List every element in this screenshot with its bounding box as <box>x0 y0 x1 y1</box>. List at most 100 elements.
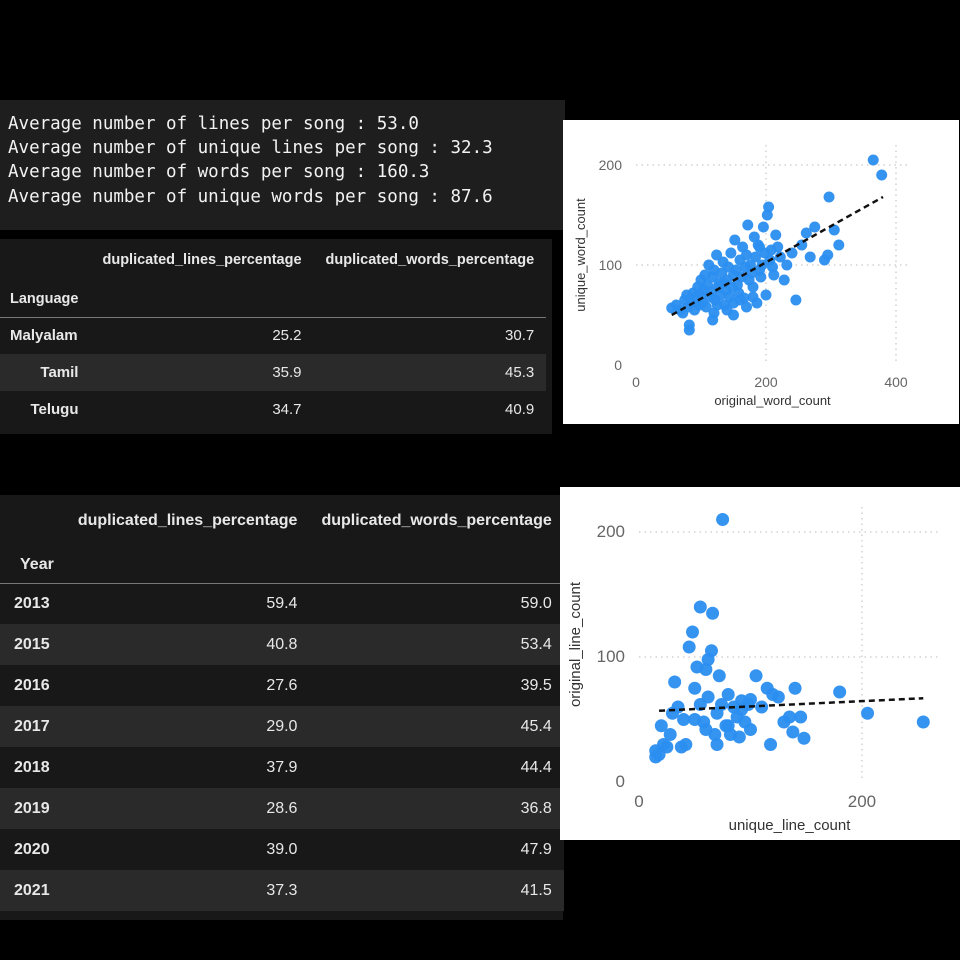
data-point <box>760 289 772 301</box>
data-point <box>686 625 700 639</box>
data-point <box>677 713 691 726</box>
cell-words: 41.5 <box>520 881 552 899</box>
stat-line-unique-lines: Average number of unique lines per song … <box>8 138 493 158</box>
language-table: duplicated_lines_percentage duplicated_w… <box>0 239 547 428</box>
cell-words: 45.4 <box>520 717 552 735</box>
cell-words: 47.9 <box>520 840 552 858</box>
data-point <box>741 249 752 261</box>
data-point <box>728 309 739 321</box>
cell-words: 30.7 <box>505 327 535 345</box>
cell-words: 53.4 <box>520 635 552 653</box>
data-point <box>660 740 674 754</box>
data-point <box>732 730 746 744</box>
row-label: Tamil <box>40 364 79 381</box>
index-header: Year <box>20 555 54 573</box>
data-point <box>700 301 712 313</box>
data-point <box>683 324 695 336</box>
data-point <box>833 239 845 251</box>
trend-line <box>671 195 884 317</box>
data-point <box>822 249 834 261</box>
data-point <box>804 251 816 263</box>
data-point <box>876 169 888 181</box>
row-label: 2016 <box>14 676 50 694</box>
header-blank-1 <box>90 281 313 317</box>
data-point <box>721 719 735 733</box>
x-axis-label: original_word_count <box>714 393 831 408</box>
cell-lines: 28.6 <box>266 799 298 817</box>
trend-line <box>659 697 924 712</box>
table-row: Telugu 34.7 40.9 <box>0 391 547 428</box>
data-point <box>682 640 696 654</box>
cell-lines: 25.2 <box>272 327 302 345</box>
header-empty <box>0 239 90 281</box>
data-point <box>774 251 786 263</box>
y-axis-label: unique_word_count <box>573 198 588 312</box>
data-point <box>823 191 835 203</box>
cell-lines: 37.3 <box>266 881 298 899</box>
cell-words: 45.3 <box>505 364 535 381</box>
data-point <box>770 229 782 241</box>
table-row: 2015 40.8 53.4 <box>0 624 564 665</box>
data-point <box>711 299 723 311</box>
data-point <box>725 247 737 259</box>
header-blank-2 <box>309 547 563 583</box>
cell-lines: 34.7 <box>272 401 302 418</box>
scatter-plot-svg: 0 100 200 0 200 unique_line_count original_lin… <box>567 507 940 834</box>
data-point <box>833 685 847 699</box>
stats-output: Average number of lines per song : 53.0 … <box>0 100 565 230</box>
cell-lines: 27.6 <box>266 676 298 694</box>
table-row: 2013 59.4 59.0 <box>0 583 564 624</box>
cell-lines: 37.9 <box>266 758 298 776</box>
language-table-panel: duplicated_lines_percentage duplicated_w… <box>0 239 552 434</box>
table-row: 2021 37.3 41.5 <box>0 870 564 911</box>
y-tick-label: 100 <box>597 647 625 666</box>
cell-words: 36.8 <box>520 799 552 817</box>
col-header-words: duplicated_words_percentage <box>321 512 552 529</box>
table-row: 2017 29.0 45.4 <box>0 706 564 747</box>
y-axis-label: original_line_count <box>567 581 584 707</box>
data-point <box>710 738 724 751</box>
data-point <box>743 693 757 706</box>
scatter-chart-line-count: 0 100 200 0 200 unique_line_count original_lin… <box>560 487 960 840</box>
data-point <box>747 281 759 293</box>
col-header-lines: duplicated_lines_percentage <box>102 252 302 268</box>
y-tick-label: 200 <box>597 522 625 541</box>
data-point <box>735 703 749 716</box>
cell-lines: 40.8 <box>266 635 298 653</box>
data-point <box>754 241 765 253</box>
data-point <box>788 681 802 695</box>
cell-lines: 39.0 <box>266 840 298 858</box>
x-tick-label: 200 <box>754 374 778 390</box>
data-point <box>764 738 778 751</box>
data-point <box>757 221 769 233</box>
row-label: 2019 <box>14 799 50 817</box>
data-point <box>809 221 821 233</box>
data-point <box>771 690 785 704</box>
table-row: 2016 27.6 39.5 <box>0 665 564 706</box>
x-tick-label: 400 <box>884 374 908 390</box>
row-label: Telugu <box>30 401 79 418</box>
data-point <box>797 731 811 745</box>
y-tick-label: 100 <box>599 257 623 273</box>
data-point <box>778 274 790 286</box>
data-point <box>772 241 784 253</box>
data-point <box>729 234 741 246</box>
row-label: Malyalam <box>10 327 78 345</box>
stat-line-lines: Average number of lines per song : 53.0 <box>8 114 419 134</box>
data-point <box>781 259 793 271</box>
year-table: duplicated_lines_percentage duplicated_w… <box>0 495 564 911</box>
data-point <box>679 738 693 751</box>
header-empty <box>0 495 66 547</box>
scatter-chart-word-count: 0 100 200 0 200 400 original_word_count unique_… <box>563 120 959 424</box>
data-point <box>712 669 726 683</box>
data-point <box>768 269 780 281</box>
data-point <box>721 688 735 701</box>
col-header-words: duplicated_words_percentage <box>325 252 535 268</box>
data-point <box>716 513 730 526</box>
cell-lines: 59.4 <box>266 594 298 612</box>
data-point <box>688 681 702 695</box>
data-point <box>800 227 812 239</box>
row-label: 2017 <box>14 717 50 735</box>
data-point <box>707 314 719 326</box>
header-blank-1 <box>66 547 310 583</box>
